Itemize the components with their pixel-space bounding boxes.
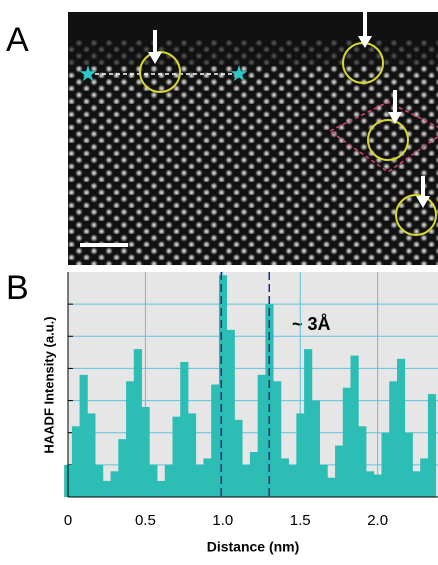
x-tick-label: 0.5 — [135, 512, 156, 529]
bar — [211, 384, 220, 497]
bar — [126, 381, 135, 497]
bar — [187, 413, 197, 497]
x-tick-label: 1.5 — [290, 512, 311, 529]
bar — [110, 471, 119, 497]
bar — [358, 426, 367, 497]
bar — [327, 477, 336, 497]
bar — [366, 471, 375, 497]
panel-label: A — [6, 21, 29, 59]
x-tick-label: 0 — [64, 512, 72, 529]
bar — [118, 439, 127, 497]
bar — [257, 374, 266, 497]
bar — [389, 381, 398, 497]
bar — [335, 445, 344, 497]
bar — [95, 464, 104, 497]
bar — [420, 458, 429, 497]
bar — [381, 432, 390, 497]
bar — [265, 304, 274, 497]
panel-label: B — [6, 269, 29, 307]
x-axis-label: Distance (nm) — [207, 539, 300, 555]
bar — [412, 471, 421, 497]
bar — [157, 480, 166, 497]
bar — [304, 349, 313, 497]
bar — [133, 349, 142, 497]
svg-text:★: ★ — [229, 61, 249, 86]
bar — [87, 413, 96, 497]
bar — [273, 381, 282, 497]
bar — [350, 355, 359, 497]
bar — [280, 458, 290, 497]
bar — [319, 464, 328, 497]
bar — [342, 387, 351, 497]
bar — [404, 432, 413, 497]
annotation: ~ 3Å — [292, 314, 331, 334]
bar — [71, 426, 81, 497]
y-axis-label: HAADF Intensity (a.u.) — [41, 316, 56, 453]
bar — [164, 464, 173, 497]
bar — [396, 358, 406, 497]
bar — [296, 413, 305, 497]
bar — [203, 458, 212, 497]
bar — [102, 480, 111, 497]
bar — [288, 464, 297, 497]
bar — [249, 452, 259, 497]
bar — [141, 407, 150, 497]
bar — [149, 464, 158, 497]
x-tick-label: 2.0 — [367, 512, 388, 529]
x-tick-label: 1.0 — [212, 512, 233, 529]
stem-image: ★ ★ — [68, 12, 438, 265]
bar — [180, 362, 189, 497]
bar — [234, 419, 243, 497]
bar — [172, 416, 181, 497]
bar — [311, 400, 320, 497]
bar — [79, 374, 88, 497]
bar — [242, 464, 251, 497]
bar — [427, 394, 437, 497]
bar — [373, 474, 382, 497]
bar — [195, 464, 204, 497]
bar — [226, 329, 235, 497]
svg-text:★: ★ — [78, 61, 98, 86]
bar — [218, 275, 228, 497]
